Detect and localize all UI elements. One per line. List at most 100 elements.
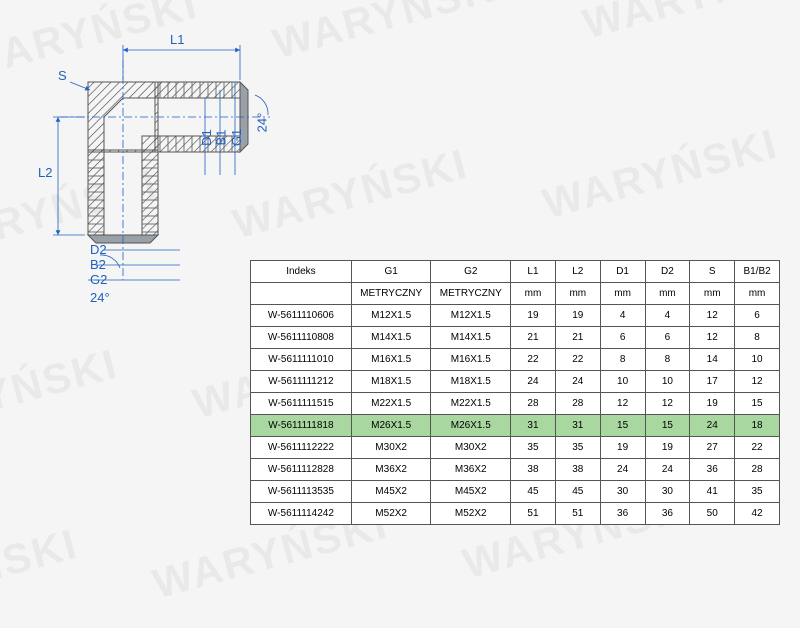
dim-ang2: 24°	[90, 290, 110, 305]
table-cell: 19	[645, 437, 690, 459]
table-cell: 6	[735, 305, 780, 327]
table-cell: M16X1.5	[351, 349, 431, 371]
table-cell: M30X2	[431, 437, 511, 459]
table-cell: 35	[555, 437, 600, 459]
dim-D2: D2	[90, 242, 107, 257]
watermark: WARYŃSKI	[0, 520, 83, 628]
col-header: L1	[511, 261, 556, 283]
table-cell: 31	[555, 415, 600, 437]
table-cell: 15	[735, 393, 780, 415]
dim-ang1: 24°	[254, 113, 269, 133]
dim-L2: L2	[38, 165, 52, 180]
table-cell: 35	[511, 437, 556, 459]
table-cell: M45X2	[431, 481, 511, 503]
table-cell: 10	[600, 371, 645, 393]
table-cell: M22X1.5	[351, 393, 431, 415]
table-cell: 24	[690, 415, 735, 437]
table-cell: 4	[645, 305, 690, 327]
table-cell: W-5611111818	[251, 415, 352, 437]
table-cell: 19	[555, 305, 600, 327]
col-header: S	[690, 261, 735, 283]
table-cell: 21	[511, 327, 556, 349]
table-cell: M16X1.5	[431, 349, 511, 371]
col-header: D1	[600, 261, 645, 283]
table-cell: 36	[645, 503, 690, 525]
spec-table-wrap: IndeksG1G2L1L2D1D2SB1/B2 METRYCZNYMETRYC…	[250, 260, 780, 525]
table-cell: 18	[735, 415, 780, 437]
table-cell: 31	[511, 415, 556, 437]
table-cell: 12	[645, 393, 690, 415]
col-subheader: mm	[645, 283, 690, 305]
table-row: W-5611111010M16X1.5M16X1.52222881410	[251, 349, 780, 371]
dim-S: S	[58, 68, 67, 83]
col-subheader: mm	[735, 283, 780, 305]
elbow-body	[88, 82, 248, 243]
table-cell: W-5611110808	[251, 327, 352, 349]
table-cell: 6	[600, 327, 645, 349]
table-cell: 24	[645, 459, 690, 481]
table-row: W-5611111515M22X1.5M22X1.5282812121915	[251, 393, 780, 415]
table-cell: W-5611111212	[251, 371, 352, 393]
table-cell: M36X2	[351, 459, 431, 481]
table-cell: 38	[511, 459, 556, 481]
table-row: W-5611111212M18X1.5M18X1.5242410101712	[251, 371, 780, 393]
dim-G1: G1	[229, 129, 244, 146]
dim-L1: L1	[170, 32, 184, 47]
table-cell: 15	[600, 415, 645, 437]
col-header: L2	[555, 261, 600, 283]
table-cell: 45	[511, 481, 556, 503]
table-header-row: IndeksG1G2L1L2D1D2SB1/B2	[251, 261, 780, 283]
dim-D1: D1	[199, 129, 214, 146]
col-header: D2	[645, 261, 690, 283]
watermark: WARYŃSKI	[578, 0, 800, 48]
table-cell: 38	[555, 459, 600, 481]
table-cell: 50	[690, 503, 735, 525]
table-cell: M30X2	[351, 437, 431, 459]
table-cell: 36	[600, 503, 645, 525]
table-cell: 12	[735, 371, 780, 393]
table-cell: M18X1.5	[351, 371, 431, 393]
col-header: G2	[431, 261, 511, 283]
table-cell: 27	[690, 437, 735, 459]
col-subheader: mm	[555, 283, 600, 305]
table-row: W-5611110808M14X1.5M14X1.5212166128	[251, 327, 780, 349]
table-cell: 15	[645, 415, 690, 437]
col-header: Indeks	[251, 261, 352, 283]
table-cell: 28	[555, 393, 600, 415]
table-cell: 45	[555, 481, 600, 503]
table-cell: 8	[645, 349, 690, 371]
table-cell: 35	[735, 481, 780, 503]
col-subheader: mm	[690, 283, 735, 305]
table-cell: 14	[690, 349, 735, 371]
table-row: W-5611112828M36X2M36X2383824243628	[251, 459, 780, 481]
table-cell: M14X1.5	[351, 327, 431, 349]
spec-table: IndeksG1G2L1L2D1D2SB1/B2 METRYCZNYMETRYC…	[250, 260, 780, 525]
table-cell: M14X1.5	[431, 327, 511, 349]
col-subheader: mm	[511, 283, 556, 305]
table-cell: 19	[690, 393, 735, 415]
table-subheader-row: METRYCZNYMETRYCZNYmmmmmmmmmmmm	[251, 283, 780, 305]
table-cell: 51	[511, 503, 556, 525]
table-cell: 24	[600, 459, 645, 481]
col-subheader	[251, 283, 352, 305]
table-cell: M36X2	[431, 459, 511, 481]
table-cell: 6	[645, 327, 690, 349]
table-row: W-5611111818M26X1.5M26X1.5313115152418	[251, 415, 780, 437]
table-cell: 12	[690, 327, 735, 349]
table-row: W-5611110606M12X1.5M12X1.5191944126	[251, 305, 780, 327]
table-cell: 17	[690, 371, 735, 393]
table-cell: M52X2	[351, 503, 431, 525]
table-cell: M18X1.5	[431, 371, 511, 393]
col-subheader: METRYCZNY	[351, 283, 431, 305]
table-cell: 41	[690, 481, 735, 503]
watermark: WARYŃSKI	[0, 340, 123, 449]
dim-G2: G2	[90, 272, 107, 287]
table-cell: W-5611112828	[251, 459, 352, 481]
dim-B1: B1	[213, 130, 228, 146]
table-cell: M12X1.5	[351, 305, 431, 327]
table-cell: 22	[511, 349, 556, 371]
table-cell: 28	[735, 459, 780, 481]
table-cell: 24	[555, 371, 600, 393]
table-cell: W-5611110606	[251, 305, 352, 327]
table-row: W-5611114242M52X2M52X2515136365042	[251, 503, 780, 525]
